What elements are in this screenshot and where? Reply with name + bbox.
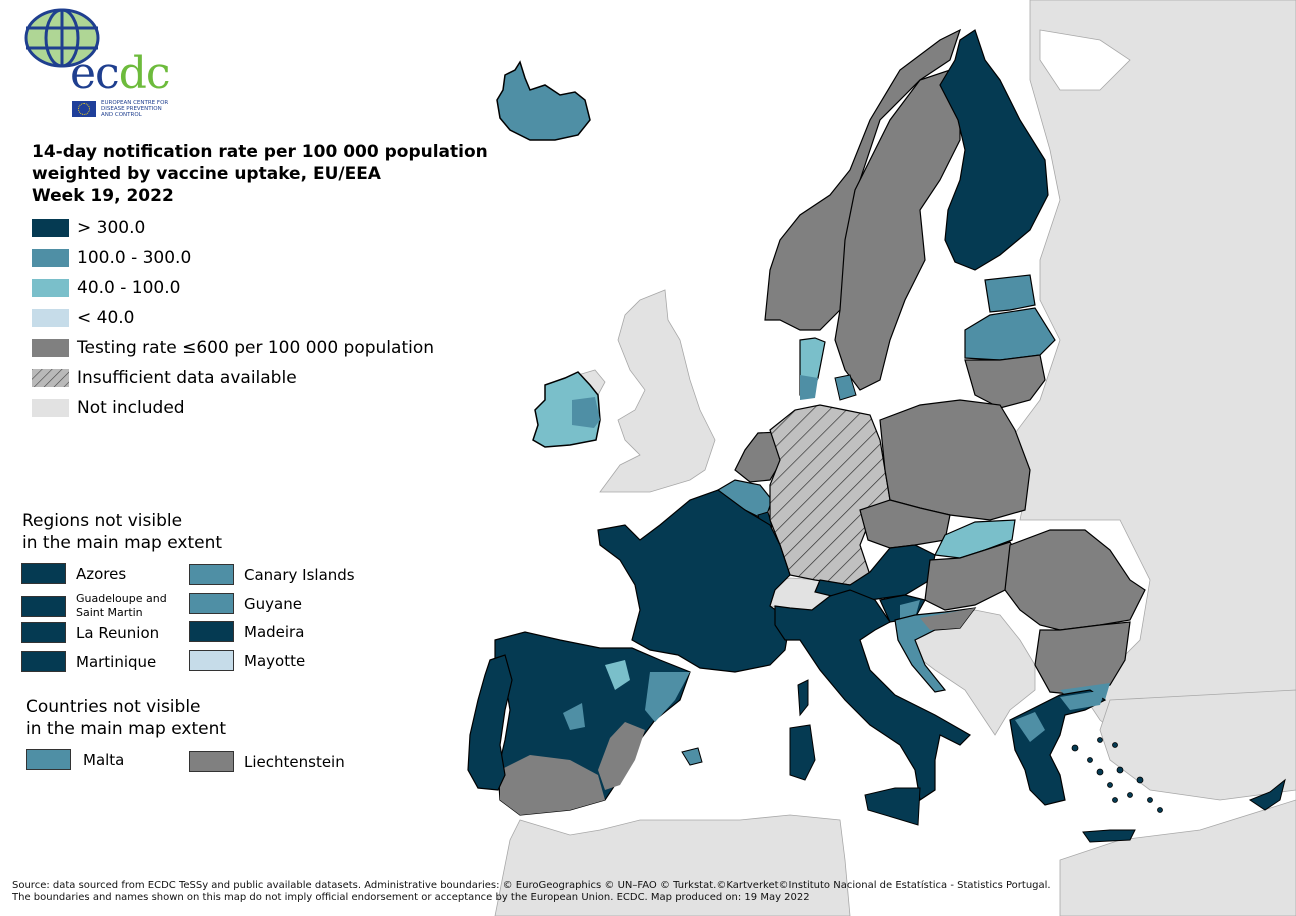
latvia (964, 307, 1056, 361)
estonia (984, 274, 1036, 313)
source-footer: Source: data sourced from ECDC TeSSy and… (12, 880, 1051, 903)
ireland-dublin-region (572, 397, 600, 428)
lithuania (964, 354, 1046, 409)
country-item-liechtenstein: Liechtenstein (189, 751, 345, 772)
greece (1009, 689, 1107, 806)
legend-item-40-100: 40.0 - 100.0 (32, 273, 434, 303)
finland (939, 29, 1049, 271)
poland (879, 399, 1031, 521)
region-item-martinique: Martinique (21, 651, 156, 672)
cyprus (1248, 778, 1286, 811)
region-item-mayotte: Mayotte (189, 650, 305, 671)
sicily (864, 787, 921, 826)
iceland (496, 60, 591, 141)
croatia-east (920, 608, 975, 630)
spain-valencia (598, 722, 645, 790)
legend-item-not-included: Not included (32, 393, 434, 423)
countries-not-visible-title: Countries not visible in the main map ex… (26, 697, 227, 739)
romania (1004, 529, 1146, 631)
regions-not-visible-title: Regions not visible in the main map exte… (22, 511, 223, 553)
main-legend: > 300.0 100.0 - 300.0 40.0 - 100.0 < 40.… (32, 213, 434, 423)
legend-item-gt300: > 300.0 (32, 213, 434, 243)
ireland (532, 371, 601, 448)
legend-item-100-300: 100.0 - 300.0 (32, 243, 434, 273)
denmark-zealand (834, 374, 857, 401)
globe-icon (24, 8, 100, 68)
region-item-guadeloupe: Guadeloupe and Saint Martin (21, 592, 176, 620)
sweden (834, 69, 961, 391)
corsica (797, 679, 809, 717)
ecdc-subtitle: EUROPEAN CENTRE FOR DISEASE PREVENTION A… (72, 100, 171, 118)
legend-item-insufficient-data: Insufficient data available (32, 363, 434, 393)
region-item-canary-islands: Canary Islands (189, 564, 355, 585)
sardinia (789, 724, 816, 781)
region-item-madeira: Madeira (189, 621, 304, 642)
spain-catalonia (645, 672, 690, 722)
italy (774, 589, 971, 802)
legend-item-testing-rate: Testing rate ≤600 per 100 000 population (32, 333, 434, 363)
map-title: 14-day notification rate per 100 000 pop… (32, 142, 488, 206)
norway (764, 28, 962, 331)
crete (1082, 829, 1136, 843)
spain-andalusia (500, 755, 605, 815)
region-item-la-reunion: La Reunion (21, 622, 159, 643)
croatia (894, 607, 977, 693)
legend-item-lt40: < 40.0 (32, 303, 434, 333)
bulgaria (1034, 621, 1131, 696)
slovakia (934, 519, 1016, 559)
germany (769, 404, 891, 586)
region-item-guyane: Guyane (189, 593, 302, 614)
eu-flag-icon (72, 101, 96, 117)
aegean-islands (1071, 737, 1163, 813)
greece-thrace (1060, 690, 1105, 710)
portugal (467, 654, 513, 791)
region-item-azores: Azores (21, 563, 126, 584)
spain-navarre (605, 660, 630, 690)
greece-north-region (1015, 712, 1045, 742)
denmark-south (800, 375, 818, 400)
ecdc-logo: ecdc EUROPEAN CENTRE FOR DISEASE PREVENT… (22, 6, 170, 118)
spain-madrid (563, 703, 585, 730)
ecdc-wordmark: ecdc (70, 48, 170, 99)
country-item-malta: Malta (26, 749, 124, 770)
balearic-islands (681, 747, 703, 766)
not-included-land (494, 0, 1296, 916)
